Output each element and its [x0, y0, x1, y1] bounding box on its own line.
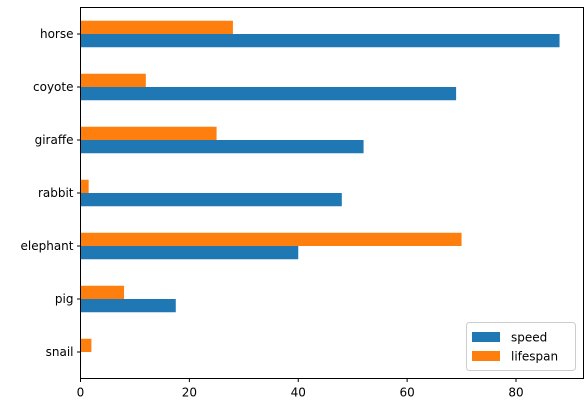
- y-tick-label: rabbit: [38, 186, 74, 200]
- bar-speed-elephant: [80, 246, 299, 260]
- x-axis: 0 20 40 60 80: [77, 378, 524, 400]
- bar-speed-giraffe: [80, 140, 364, 154]
- y-tick-label: coyote: [33, 80, 73, 94]
- bar-speed-pig: [80, 299, 176, 313]
- bar-speed-horse: [80, 34, 560, 48]
- x-tick-label: 0: [77, 386, 85, 400]
- bars-layer: [80, 20, 560, 366]
- legend: speed lifespan: [466, 322, 576, 371]
- bar-speed-coyote: [80, 87, 457, 101]
- bar-lifespan-rabbit: [80, 179, 89, 193]
- legend-label-lifespan: lifespan: [511, 350, 558, 364]
- legend-label-speed: speed: [511, 331, 547, 345]
- y-tick-label: elephant: [21, 239, 74, 253]
- y-tick-label: snail: [46, 345, 74, 359]
- bar-lifespan-horse: [80, 20, 233, 34]
- legend-swatch-speed: [472, 332, 500, 342]
- bar-lifespan-giraffe: [80, 126, 217, 140]
- y-axis: snail pig elephant rabbit giraffe coyote horse: [21, 27, 81, 359]
- x-tick-label: 40: [291, 386, 306, 400]
- bar-lifespan-coyote: [80, 73, 146, 87]
- x-tick-label: 60: [399, 386, 414, 400]
- y-tick-label: pig: [55, 292, 74, 306]
- y-tick-label: giraffe: [35, 133, 74, 147]
- bar-speed-rabbit: [80, 193, 342, 207]
- legend-swatch-lifespan: [472, 351, 500, 361]
- y-tick-label: horse: [40, 27, 74, 41]
- plot-frame: [80, 7, 584, 379]
- bar-lifespan-snail: [80, 338, 92, 352]
- bar-lifespan-elephant: [80, 232, 462, 246]
- x-tick-label: 80: [508, 386, 523, 400]
- bar-lifespan-pig: [80, 285, 125, 299]
- x-tick-label: 20: [182, 386, 197, 400]
